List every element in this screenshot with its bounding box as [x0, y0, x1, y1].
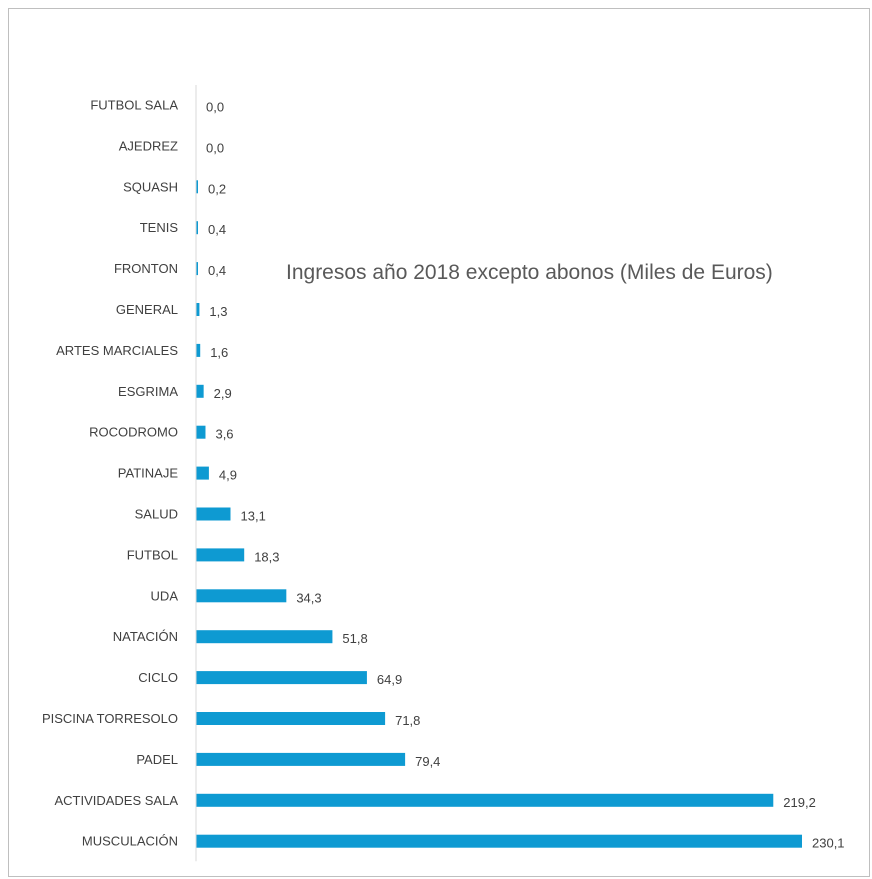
category-label: CICLO	[138, 670, 178, 685]
category-label: FUTBOL	[127, 547, 178, 562]
value-label: 79,4	[415, 754, 440, 769]
bar	[196, 752, 406, 766]
value-label: 4,9	[219, 468, 237, 483]
value-label: 0,0	[206, 100, 224, 115]
value-label: 0,4	[208, 263, 226, 278]
bar	[196, 343, 201, 357]
value-label: 13,1	[241, 509, 266, 524]
bar	[196, 466, 209, 480]
category-label: ROCODROMO	[89, 425, 178, 440]
category-label: TENIS	[140, 220, 179, 235]
value-label: 1,3	[209, 304, 227, 319]
value-label: 64,9	[377, 672, 402, 687]
bar	[196, 548, 245, 562]
labels-layer: FUTBOL SALA 0,0 AJEDREZ 0,0 SQUASH 0,2 TENIS 0,…	[42, 98, 845, 851]
category-label: GENERAL	[116, 302, 178, 317]
category-label: SALUD	[135, 507, 178, 522]
category-label: UDA	[151, 588, 179, 603]
value-label: 51,8	[342, 631, 367, 646]
value-label: 1,6	[210, 345, 228, 360]
value-label: 230,1	[812, 836, 845, 851]
bar	[196, 262, 198, 276]
category-label: NATACIÓN	[113, 629, 178, 644]
value-label: 0,4	[208, 222, 226, 237]
bar	[196, 630, 333, 644]
value-label: 2,9	[214, 386, 232, 401]
bar	[196, 712, 386, 725]
bar	[196, 507, 231, 521]
category-label: PISCINA TORRESOLO	[42, 711, 178, 726]
bar	[196, 793, 774, 807]
category-label: MUSCULACIÓN	[82, 834, 178, 849]
bar	[196, 834, 802, 848]
value-label: 0,2	[208, 181, 226, 196]
bar	[196, 425, 206, 439]
category-label: AJEDREZ	[119, 138, 178, 153]
category-label: FUTBOL SALA	[90, 98, 178, 113]
value-label: 219,2	[783, 795, 816, 810]
bar	[196, 221, 198, 235]
category-label: ARTES MARCIALES	[56, 343, 178, 358]
bar	[196, 384, 204, 398]
category-label: ACTIVIDADES SALA	[54, 793, 178, 808]
chart-frame	[8, 8, 870, 877]
bar	[196, 589, 287, 603]
chart-title: Ingresos año 2018 excepto abonos (Miles …	[286, 261, 773, 284]
value-label: 71,8	[395, 713, 420, 728]
bar	[196, 180, 198, 194]
value-label: 34,3	[296, 590, 321, 605]
category-label: SQUASH	[123, 179, 178, 194]
value-label: 18,3	[254, 549, 279, 564]
value-label: 3,6	[215, 427, 233, 442]
category-label: FRONTON	[114, 261, 178, 276]
category-label: ESGRIMA	[118, 384, 178, 399]
bars-layer	[196, 180, 802, 848]
category-label: PATINAJE	[118, 466, 179, 481]
bar	[196, 671, 367, 685]
category-label: PADEL	[136, 752, 178, 767]
value-label: 0,0	[206, 140, 224, 155]
bar	[196, 303, 200, 316]
